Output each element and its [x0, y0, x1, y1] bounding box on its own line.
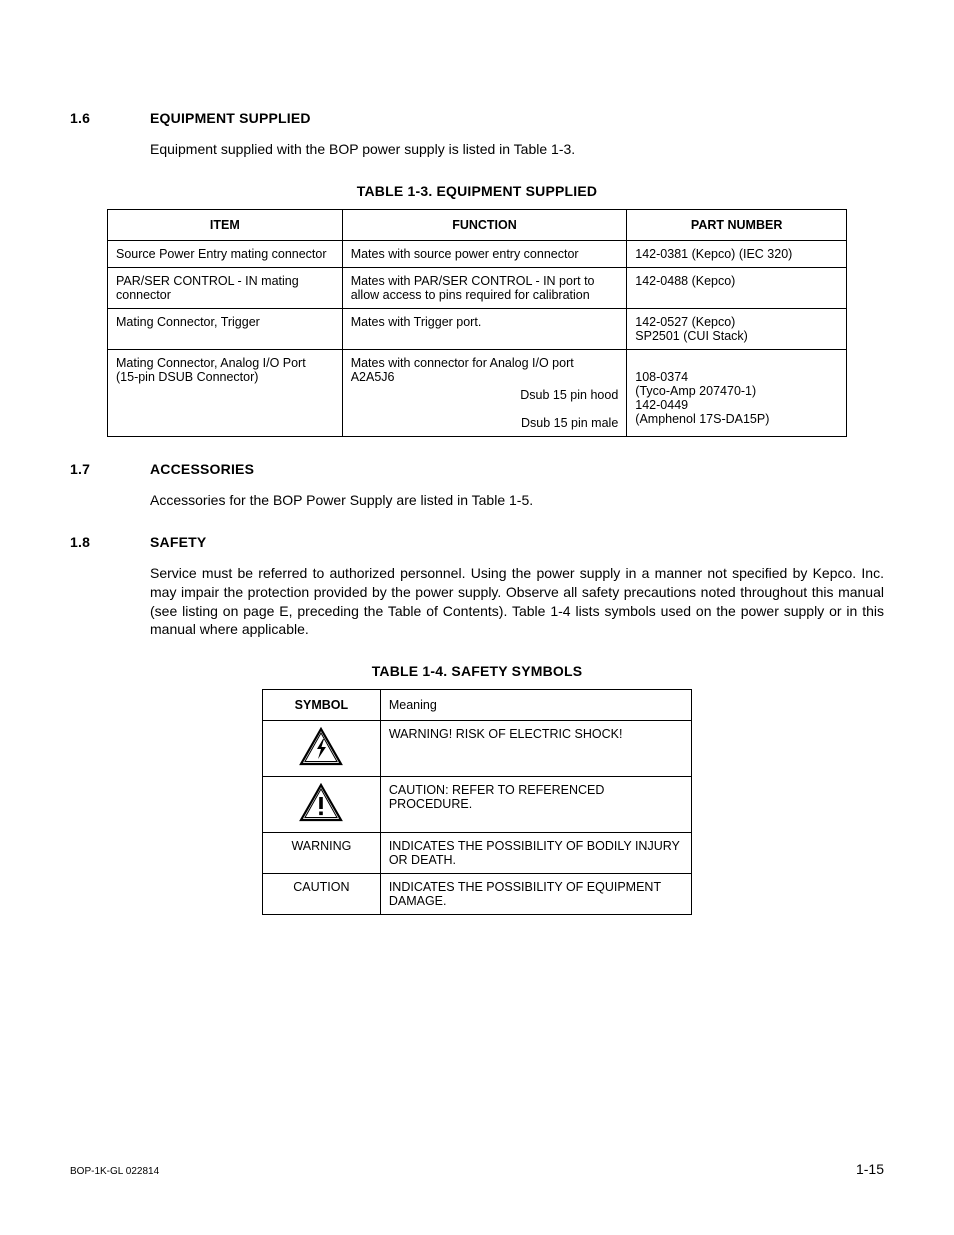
caution-icon — [299, 783, 343, 826]
th-part-number: PART NUMBER — [627, 209, 847, 240]
td-part: 142-0488 (Kepco) — [627, 267, 847, 308]
section-heading-1-6: 1.6 EQUIPMENT SUPPLIED — [70, 110, 884, 126]
td-part: 142-0381 (Kepco) (IEC 320) — [627, 240, 847, 267]
td-function-main: Mates with connector for Analog I/O port… — [351, 356, 574, 384]
th-item: ITEM — [108, 209, 343, 240]
td-symbol-text: CAUTION — [263, 874, 381, 915]
section-title: ACCESSORIES — [150, 461, 254, 477]
table-row: Mating Connector, Analog I/O Port (15-pi… — [108, 349, 847, 436]
td-symbol — [263, 721, 381, 777]
page-container: 1.6 EQUIPMENT SUPPLIED Equipment supplie… — [0, 0, 954, 1235]
td-item: Mating Connector, Analog I/O Port (15-pi… — [108, 349, 343, 436]
td-function-sub1: Dsub 15 pin hood — [351, 388, 619, 402]
th-function: FUNCTION — [342, 209, 627, 240]
section-heading-1-7: 1.7 ACCESSORIES — [70, 461, 884, 477]
table-1-4-caption: TABLE 1-4. SAFETY SYMBOLS — [70, 663, 884, 679]
section-number: 1.6 — [70, 110, 150, 126]
td-item: Source Power Entry mating connector — [108, 240, 343, 267]
section-body-1-6: Equipment supplied with the BOP power su… — [150, 140, 884, 159]
td-function: Mates with connector for Analog I/O port… — [342, 349, 627, 436]
section-title: SAFETY — [150, 534, 206, 550]
td-symbol-text: WARNING — [263, 833, 381, 874]
table-row: CAUTION: REFER TO REFERENCED PROCEDURE. — [263, 777, 692, 833]
table-row: Mating Connector, Trigger Mates with Tri… — [108, 308, 847, 349]
table-1-3-caption: TABLE 1-3. EQUIPMENT SUPPLIED — [70, 183, 884, 199]
table-row: WARNING INDICATES THE POSSIBILITY OF BOD… — [263, 833, 692, 874]
th-meaning: Meaning — [380, 690, 691, 721]
td-part: 142-0527 (Kepco) SP2501 (CUI Stack) — [627, 308, 847, 349]
page-footer: BOP-1K-GL 022814 1-15 — [70, 1161, 884, 1177]
electric-shock-icon — [299, 727, 343, 770]
table-safety-symbols: SYMBOL Meaning WARNING! RISK OF ELECTRIC… — [262, 689, 692, 915]
footer-doc-id: BOP-1K-GL 022814 — [70, 1166, 159, 1177]
table-header-row: ITEM FUNCTION PART NUMBER — [108, 209, 847, 240]
section-number: 1.8 — [70, 534, 150, 550]
section-body-1-7: Accessories for the BOP Power Supply are… — [150, 491, 884, 510]
table-row: Source Power Entry mating connector Mate… — [108, 240, 847, 267]
td-part: 108-0374 (Tyco-Amp 207470-1) 142-0449 (A… — [627, 349, 847, 436]
section-number: 1.7 — [70, 461, 150, 477]
section-heading-1-8: 1.8 SAFETY — [70, 534, 884, 550]
td-symbol — [263, 777, 381, 833]
section-body-1-8: Service must be referred to authorized p… — [150, 564, 884, 640]
td-meaning: INDICATES THE POSSIBILITY OF BODILY INJU… — [380, 833, 691, 874]
table-row: WARNING! RISK OF ELECTRIC SHOCK! — [263, 721, 692, 777]
th-symbol: SYMBOL — [263, 690, 381, 721]
table-row: CAUTION INDICATES THE POSSIBILITY OF EQU… — [263, 874, 692, 915]
footer-page-number: 1-15 — [856, 1161, 884, 1177]
section-title: EQUIPMENT SUPPLIED — [150, 110, 311, 126]
table-equipment-supplied: ITEM FUNCTION PART NUMBER Source Power E… — [107, 209, 847, 437]
td-item: Mating Connector, Trigger — [108, 308, 343, 349]
td-function: Mates with Trigger port. — [342, 308, 627, 349]
td-meaning: WARNING! RISK OF ELECTRIC SHOCK! — [380, 721, 691, 777]
table-row: PAR/SER CONTROL - IN mating connector Ma… — [108, 267, 847, 308]
td-function: Mates with source power entry connector — [342, 240, 627, 267]
td-function: Mates with PAR/SER CONTROL - IN port to … — [342, 267, 627, 308]
td-meaning: CAUTION: REFER TO REFERENCED PROCEDURE. — [380, 777, 691, 833]
td-item: PAR/SER CONTROL - IN mating connector — [108, 267, 343, 308]
table-header-row: SYMBOL Meaning — [263, 690, 692, 721]
td-function-sub2: Dsub 15 pin male — [351, 416, 619, 430]
td-meaning: INDICATES THE POSSIBILITY OF EQUIPMENT D… — [380, 874, 691, 915]
